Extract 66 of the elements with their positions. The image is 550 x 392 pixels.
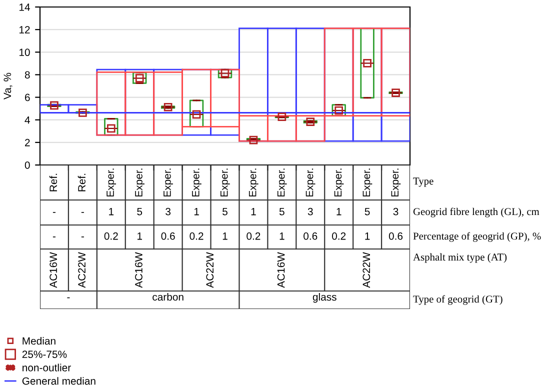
text: Median: [22, 337, 56, 345]
text: 0.6: [304, 232, 318, 240]
text: 25%-75%: [22, 350, 67, 358]
text: -: [81, 212, 84, 213]
text: AC16W: [277, 252, 285, 288]
text: 1: [251, 208, 256, 216]
x-tick-label: Exper.: [362, 168, 372, 196]
text: AC22W: [206, 252, 214, 288]
text: -: [81, 236, 84, 238]
text: 1: [194, 208, 199, 216]
x-tick-label: Exper.: [306, 168, 316, 196]
text: 0.6: [161, 232, 175, 240]
y-tick-label: 6: [25, 94, 30, 102]
text: 5: [137, 208, 142, 216]
text: 1: [336, 208, 342, 216]
x-tick-label: Exper.: [334, 168, 344, 196]
y-tick-label: 12: [19, 26, 30, 34]
text: 0.2: [246, 232, 260, 240]
y-tick-label: 4: [24, 116, 30, 124]
x-tick-label: Exper.: [106, 168, 116, 196]
x-tick-label: Exper.: [248, 168, 258, 196]
text: 1: [365, 232, 370, 240]
text: 0.6: [388, 232, 403, 240]
text: AC16W: [135, 252, 142, 288]
x-tick-label: Exper.: [277, 168, 287, 196]
x-tick-label: Exper.: [164, 168, 173, 196]
y-axis-title: Va, %: [4, 72, 12, 100]
text: AC22W: [362, 252, 370, 288]
text: 3: [308, 208, 313, 216]
y-tick-label: 8: [24, 71, 30, 79]
text: 0.2: [190, 232, 204, 240]
text: 0.2: [332, 232, 346, 240]
text: 1: [109, 208, 114, 216]
text: 5: [279, 208, 284, 216]
x-tick-label: Exper.: [391, 168, 401, 196]
legend-label: General median: [22, 377, 96, 385]
text: Percentage of geogrid (GP), %: [413, 232, 541, 242]
text: Type: [413, 178, 434, 187]
text: 3: [166, 208, 171, 216]
y-tick-label: 2: [25, 138, 30, 146]
y-tick-label: 10: [19, 48, 30, 56]
text: carbon: [152, 293, 184, 301]
text: -: [52, 212, 56, 213]
x-tick-label: Exper.: [135, 168, 144, 196]
text: Asphalt mix type (AT): [413, 253, 507, 263]
text: non-outlier: [22, 364, 71, 372]
text: AC22W: [78, 252, 86, 288]
text: AC16W: [50, 252, 58, 288]
y-tick-label: 14: [19, 4, 30, 11]
y-tick-label: 0: [24, 162, 30, 169]
text: -: [52, 236, 56, 238]
text: 3: [393, 208, 398, 216]
text: 1: [138, 232, 142, 240]
x-tick-label: Exper.: [220, 168, 230, 196]
text: 5: [222, 208, 228, 216]
x-tick-label: Ref.: [78, 174, 86, 192]
text: Geogrid fibre length (GL), cm: [413, 208, 540, 218]
text: Type of geogrid (GT): [413, 295, 502, 305]
text: 0.2: [104, 232, 118, 240]
x-tick-label: Ref.: [49, 174, 58, 192]
text: glass: [312, 293, 336, 303]
text: 5: [364, 208, 370, 216]
x-tick-label: Exper.: [192, 168, 202, 196]
text: 1: [222, 232, 228, 240]
text: -: [67, 297, 70, 298]
text: 1: [280, 232, 284, 240]
